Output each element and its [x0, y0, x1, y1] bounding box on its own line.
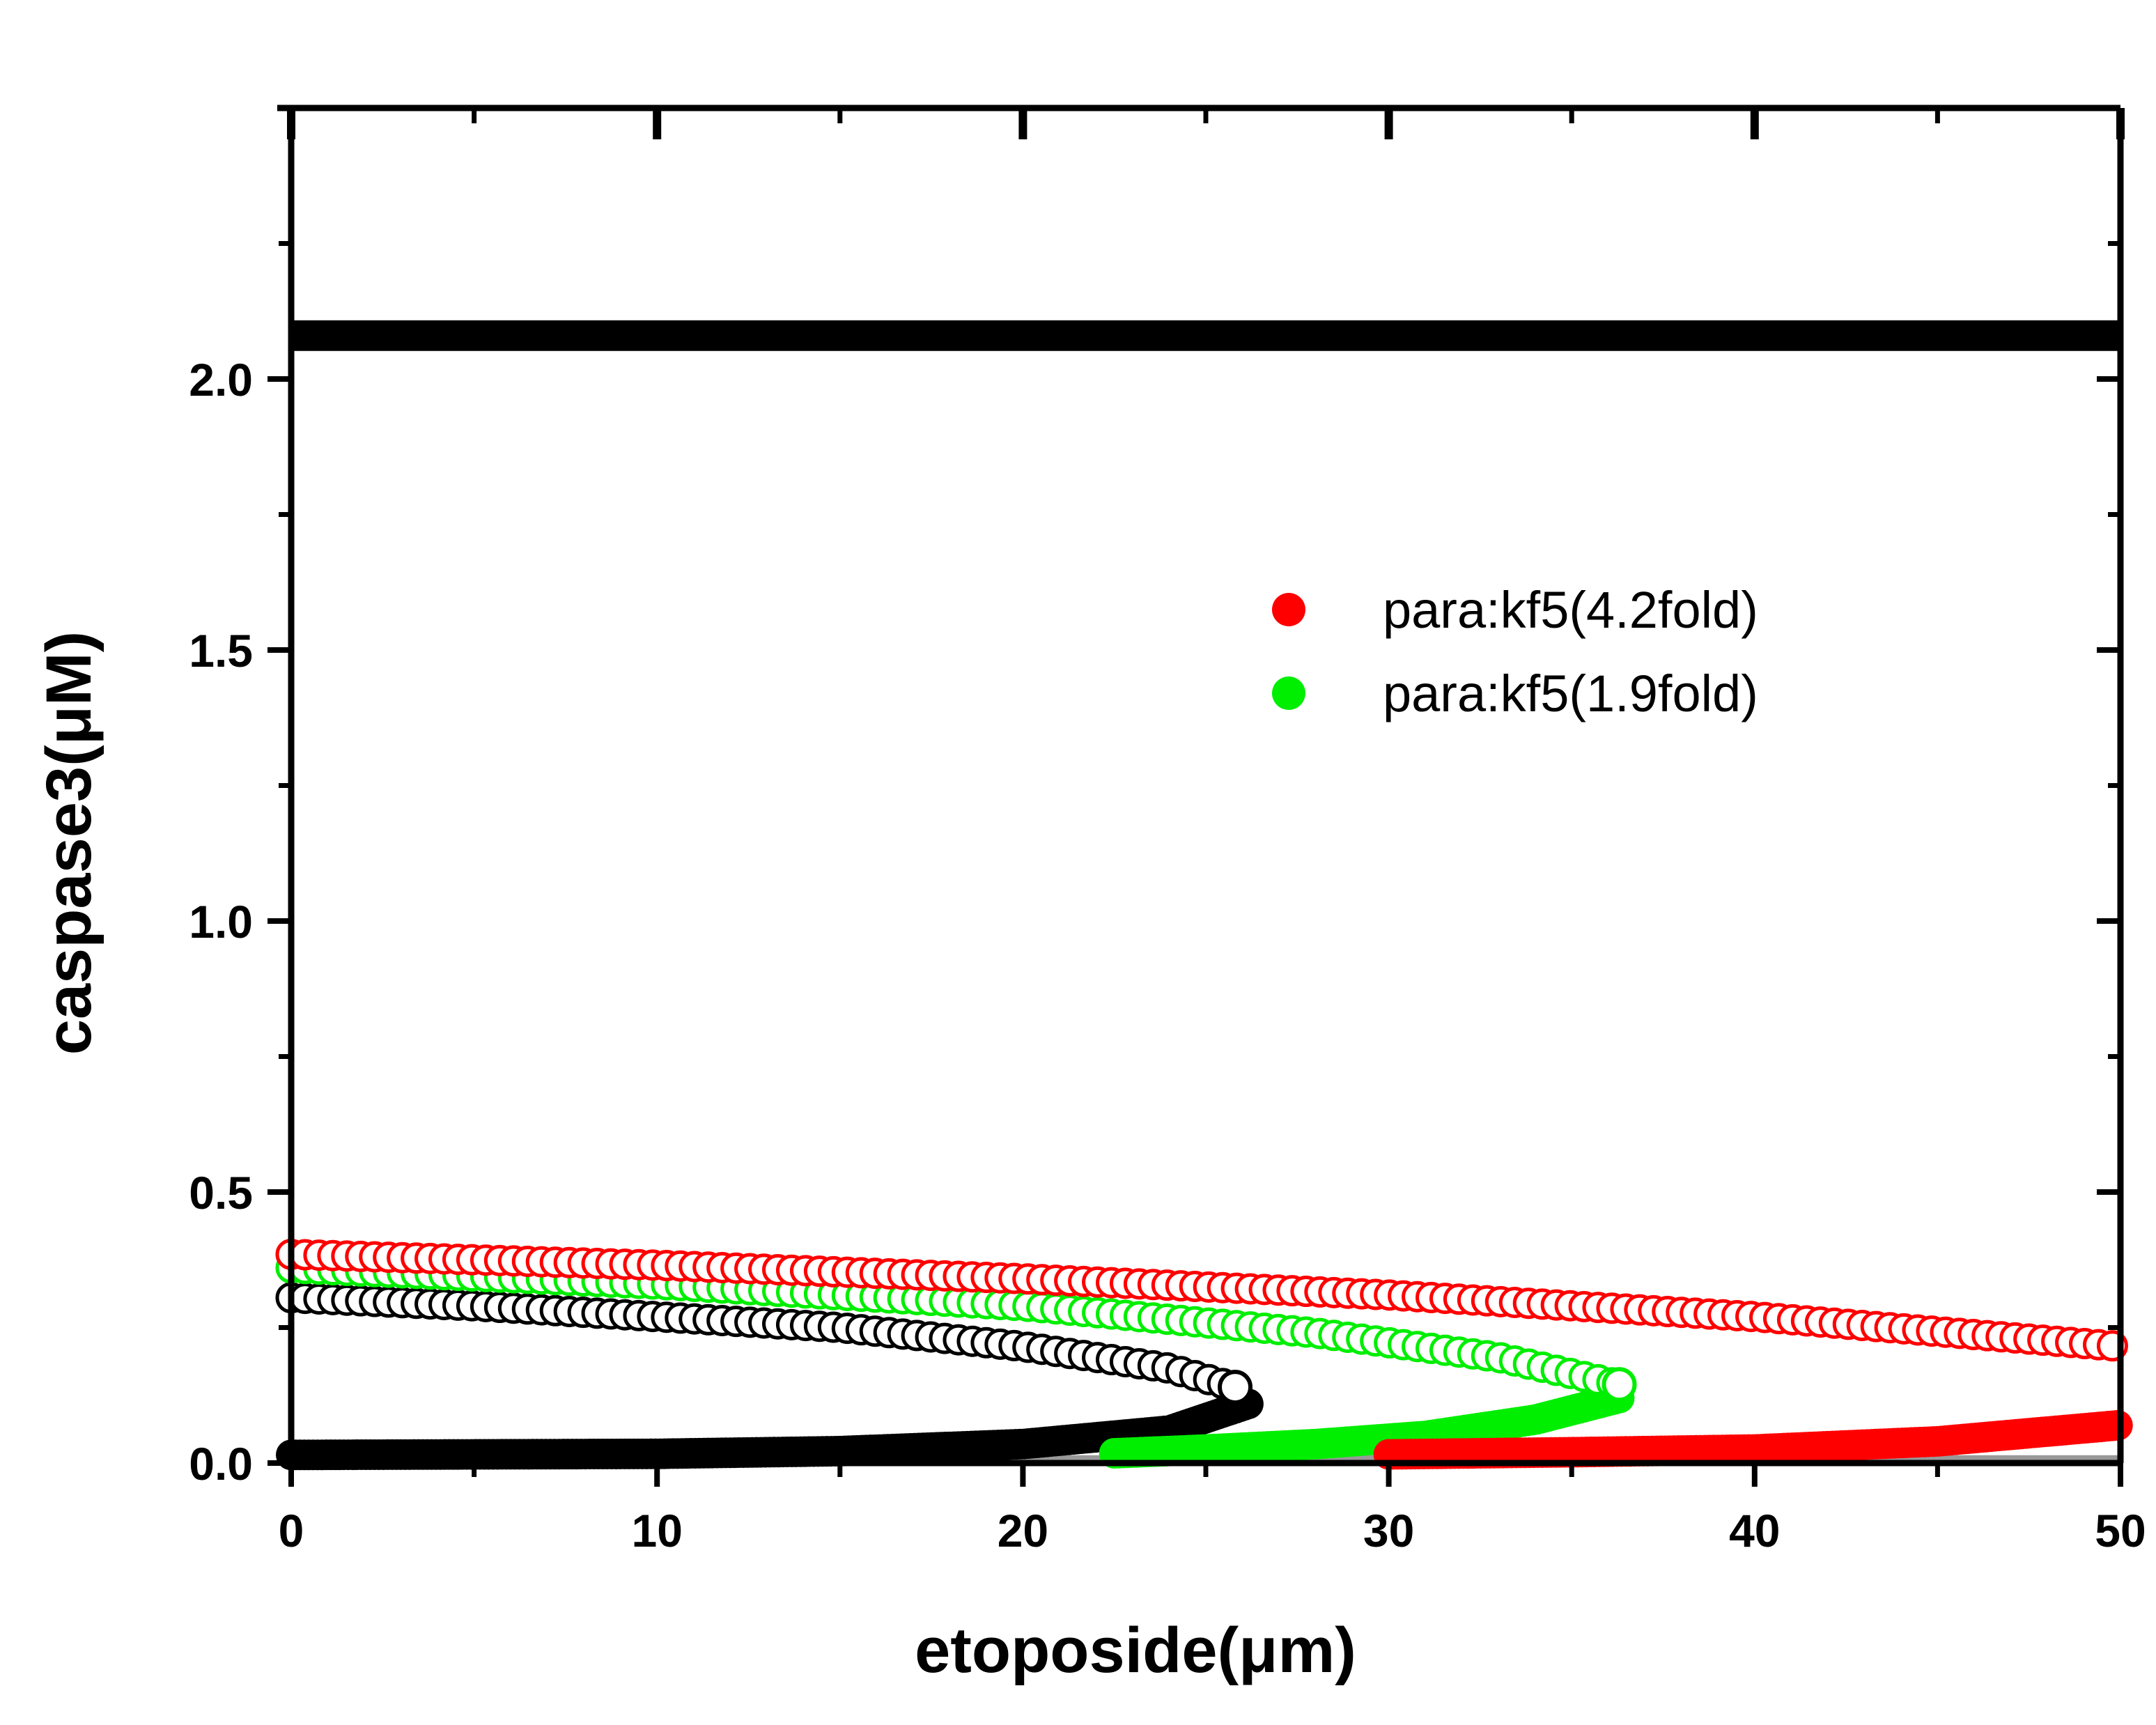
legend-label: para:kf5(1.9fold) — [1383, 665, 1758, 722]
series-2 — [275, 1238, 2133, 1470]
x-tick-label: 50 — [2095, 1505, 2146, 1556]
x-tick-label: 20 — [998, 1505, 1048, 1556]
y-tick-label: 0.5 — [189, 1167, 253, 1219]
x-axis-title: etoposide(μm) — [915, 1615, 1356, 1686]
turning-point-marker — [1602, 1367, 1637, 1402]
x-tick-label: 10 — [631, 1505, 682, 1556]
y-tick-label: 1.0 — [189, 896, 253, 947]
y-tick-label: 2.0 — [189, 354, 253, 405]
legend: para:kf5(4.2fold) para:kf5(1.9fold) — [1272, 581, 1758, 722]
x-tick-label: 30 — [1363, 1505, 1414, 1556]
axes: 0 10 20 30 40 50 0.0 0.5 1.0 1.5 2.0 — [189, 105, 2146, 1556]
x-tick-label: 40 — [1729, 1505, 1780, 1556]
legend-marker — [1272, 676, 1305, 710]
y-tick-label: 1.5 — [189, 625, 253, 676]
x-tick-label: 0 — [279, 1505, 304, 1556]
plot-area — [275, 320, 2133, 1471]
turning-point-marker — [1218, 1370, 1253, 1405]
legend-marker — [1272, 593, 1305, 626]
y-axis-title: caspase3(μM) — [33, 631, 104, 1055]
y-tick-label: 0.0 — [189, 1438, 253, 1490]
legend-label: para:kf5(4.2fold) — [1383, 581, 1758, 639]
